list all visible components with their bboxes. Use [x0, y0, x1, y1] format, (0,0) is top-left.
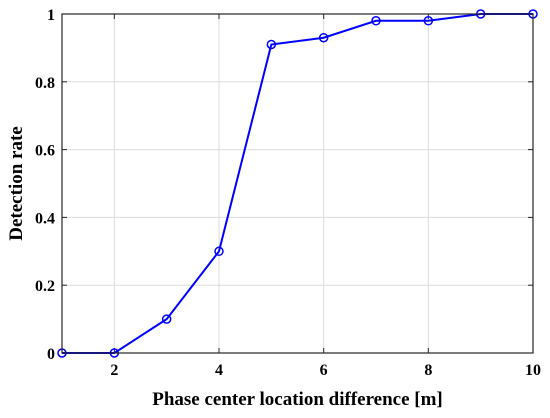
- data-point: [371, 16, 381, 26]
- data-point: [214, 246, 224, 257]
- y-tick-label: 0.4: [35, 210, 55, 227]
- data-point: [423, 16, 434, 26]
- y-tick-label: 0: [47, 346, 55, 363]
- data-point: [266, 39, 277, 50]
- x-tick-label: 6: [320, 362, 328, 379]
- y-tick-label: 1: [47, 7, 55, 24]
- data-point: [161, 314, 172, 324]
- y-tick-label: 0.6: [35, 143, 55, 160]
- series-layer: [57, 9, 538, 358]
- axis-ticks: [62, 13, 534, 354]
- y-axis-label: Detection rate: [6, 126, 27, 240]
- data-point: [318, 32, 329, 43]
- x-tick-label: 4: [215, 362, 223, 379]
- plot-frame: [61, 13, 534, 354]
- x-tick-label: 2: [110, 362, 118, 379]
- series-line: [62, 13, 533, 354]
- x-axis-label: Phase center location difference [m]: [152, 389, 443, 410]
- x-tick-label: 8: [424, 362, 432, 379]
- grid: [62, 13, 534, 354]
- tick-labels: 2 4 6 8 10 0 0.2 0.4 0.6 0.8 1: [35, 7, 541, 379]
- y-tick-label: 0.8: [35, 75, 55, 92]
- y-tick-label: 0.2: [35, 278, 55, 295]
- x-tick-label: 10: [525, 362, 541, 379]
